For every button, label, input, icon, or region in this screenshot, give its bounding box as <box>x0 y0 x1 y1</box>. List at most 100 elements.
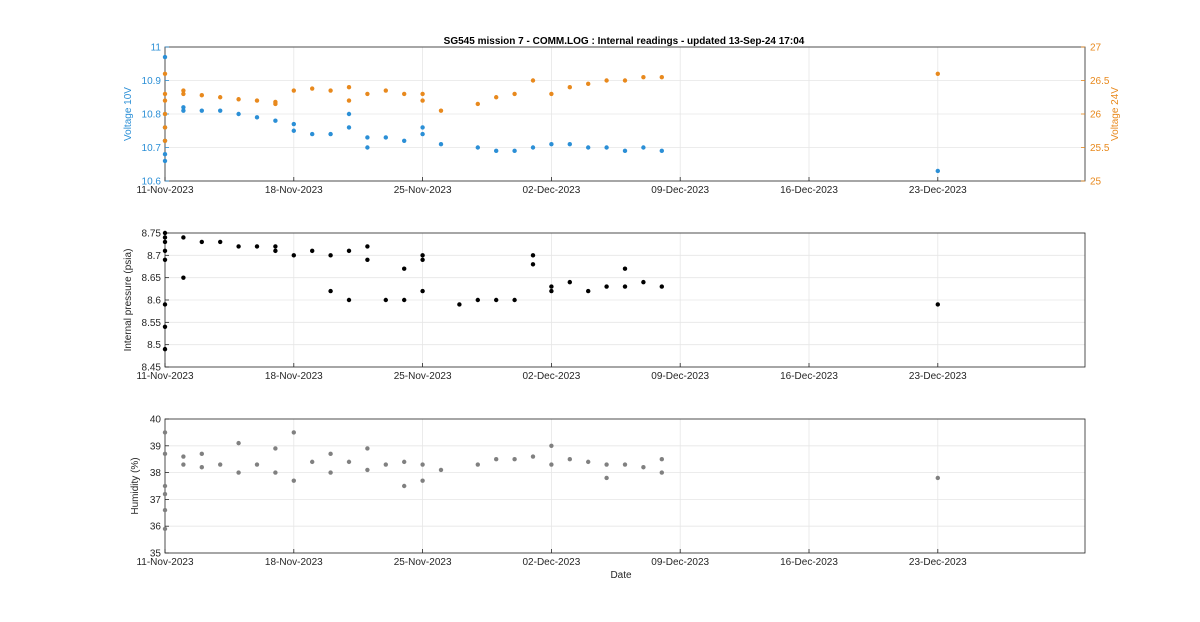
x-tick-label: 25-Nov-2023 <box>394 371 452 382</box>
panel-voltage: 11-Nov-2023 18-Nov-2023 25-Nov-2023 02-Dec-… <box>123 43 1121 197</box>
pressure-point <box>291 253 296 258</box>
panel-humidity: 11-Nov-2023 18-Nov-2023 25-Nov-2023 02-Dec-… <box>130 415 1086 581</box>
y-tick-label: 8.5 <box>147 340 161 351</box>
pressure-point <box>512 297 517 303</box>
pressure-point <box>586 288 591 294</box>
y-tick-label: 39 <box>150 441 162 452</box>
voltage-10v-point <box>236 111 241 117</box>
pressure-point <box>162 324 168 329</box>
humidity-point <box>162 526 168 532</box>
humidity-point <box>659 457 664 462</box>
humidity-point <box>420 478 425 483</box>
pressure-point <box>475 297 480 303</box>
pressure-point <box>622 284 628 289</box>
humidity-point <box>604 462 609 467</box>
x-tick-label: 11-Nov-2023 <box>136 185 194 196</box>
humidity-point <box>346 459 352 465</box>
pressure-point <box>162 302 168 307</box>
voltage-10v-point <box>659 148 664 154</box>
pressure-point <box>162 230 168 236</box>
pressure-point <box>254 244 260 249</box>
humidity-axis-label: Humidity (%) <box>130 457 141 514</box>
pressure-point <box>365 257 370 262</box>
voltage-24v-point <box>494 95 499 100</box>
voltage-24v-point <box>438 108 444 113</box>
voltage-24v-point <box>475 101 480 107</box>
voltage-24v-axis-label: Voltage 24V <box>1110 87 1121 141</box>
voltage-10v-point <box>475 145 480 150</box>
humidity-point <box>402 483 407 489</box>
pressure-point <box>162 239 168 245</box>
humidity-point <box>291 478 296 483</box>
voltage-10v-y-ticks: 10.6 10.7 10.8 10.9 11 <box>142 43 169 188</box>
voltage-10v-point <box>199 108 204 113</box>
voltage-10v-point <box>365 135 370 140</box>
humidity-point <box>162 483 168 489</box>
y-right-tick-label: 25.5 <box>1090 143 1110 154</box>
pressure-point <box>402 266 407 271</box>
pressure-point <box>162 235 168 240</box>
pressure-point <box>935 302 940 307</box>
pressure-point <box>181 275 186 280</box>
voltage-grid <box>164 46 1085 182</box>
pressure-point <box>641 279 646 285</box>
x-tick-label: 23-Dec-2023 <box>909 557 967 568</box>
pressure-point <box>567 279 572 285</box>
y-right-tick-label: 26.5 <box>1090 76 1110 87</box>
pressure-point <box>162 248 168 254</box>
pressure-point <box>328 253 333 258</box>
pressure-point <box>659 284 664 289</box>
voltage-24v-point <box>162 71 168 77</box>
y-tick-label: 11 <box>151 43 162 54</box>
voltage-24v-point <box>365 91 370 97</box>
x-tick-label: 11-Nov-2023 <box>136 557 194 568</box>
pressure-point <box>420 257 425 262</box>
y-tick-label: 36 <box>150 522 162 533</box>
voltage-24v-point <box>254 98 260 103</box>
pressure-point <box>420 288 425 294</box>
humidity-point <box>162 430 168 435</box>
voltage-10v-point <box>420 125 425 130</box>
pressure-axis-label: Internal pressure (psia) <box>123 249 134 352</box>
pressure-point <box>346 248 352 254</box>
humidity-point <box>567 457 572 462</box>
y-tick-label: 10.8 <box>142 110 162 121</box>
humidity-point <box>162 491 168 497</box>
pressure-point <box>310 248 315 254</box>
humidity-point <box>494 457 499 462</box>
voltage-24v-point <box>162 98 168 103</box>
voltage-10v-point <box>402 138 407 143</box>
y-tick-label: 10.6 <box>142 177 162 188</box>
pressure-point <box>346 297 352 303</box>
voltage-10v-axis-label: Voltage 10V <box>123 87 134 141</box>
voltage-10v-point <box>218 108 223 113</box>
voltage-24v-y-ticks: 25 25.5 26 26.5 27 <box>1081 43 1110 188</box>
voltage-10v-point <box>181 105 186 110</box>
humidity-point <box>420 462 425 467</box>
pressure-point <box>383 297 388 303</box>
pressure-point <box>273 248 278 254</box>
humidity-point <box>549 462 554 467</box>
x-tick-label: 18-Nov-2023 <box>265 371 323 382</box>
voltage-24v-series <box>162 71 940 143</box>
x-tick-label: 16-Dec-2023 <box>780 371 838 382</box>
humidity-point <box>402 459 407 465</box>
humidity-point <box>181 454 186 459</box>
pressure-point <box>530 253 536 258</box>
voltage-10v-point <box>291 121 296 127</box>
voltage-10v-point <box>549 141 554 147</box>
pressure-point <box>365 244 370 249</box>
humidity-point <box>162 507 168 513</box>
voltage-24v-point <box>346 98 352 103</box>
humidity-point <box>935 475 940 481</box>
pressure-point <box>162 346 168 352</box>
humidity-point <box>218 462 223 467</box>
voltage-24v-point <box>346 85 352 90</box>
x-tick-label: 02-Dec-2023 <box>522 185 580 196</box>
voltage-24v-point <box>162 111 168 117</box>
y-tick-label: 40 <box>150 415 162 426</box>
x-tick-label: 02-Dec-2023 <box>522 557 580 568</box>
voltage-24v-point <box>199 93 204 98</box>
humidity-point <box>383 462 388 467</box>
